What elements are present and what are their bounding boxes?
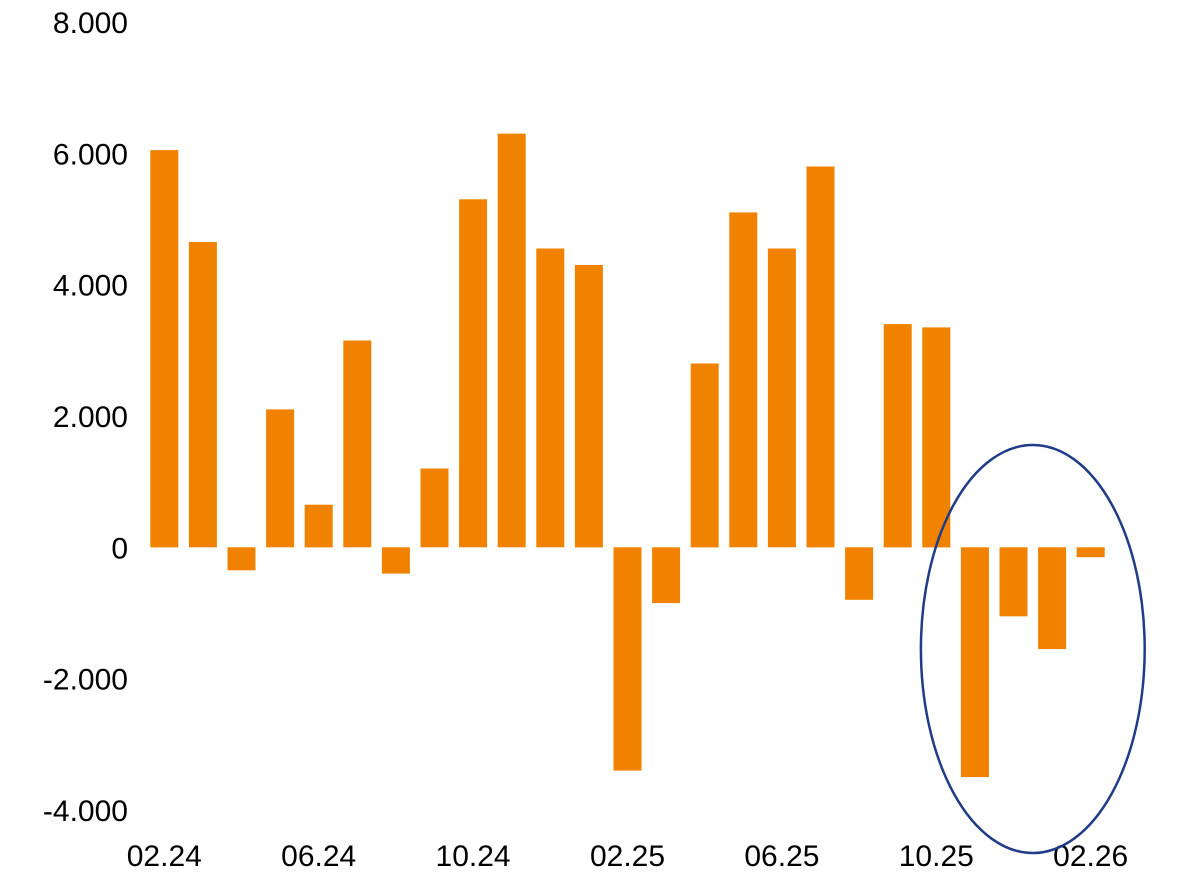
bar-05.25 bbox=[729, 212, 758, 548]
bars-group bbox=[150, 133, 1105, 778]
bar-06.25 bbox=[767, 248, 796, 548]
bar-04.24 bbox=[227, 547, 256, 571]
bar-06.24 bbox=[304, 504, 333, 548]
x-tick-label: 02.24 bbox=[127, 840, 202, 873]
bar-11.25 bbox=[960, 547, 989, 778]
bar-12.25 bbox=[999, 547, 1028, 617]
y-tick-label: -2.000 bbox=[43, 664, 128, 697]
bar-10.24 bbox=[459, 199, 488, 548]
bar-01.25 bbox=[574, 265, 603, 548]
y-tick-label: 6.000 bbox=[53, 138, 128, 171]
bar-02.25 bbox=[613, 547, 642, 771]
y-tick-label: 4.000 bbox=[53, 270, 128, 303]
bar-09.25 bbox=[883, 324, 912, 548]
x-tick-label: 06.25 bbox=[744, 840, 819, 873]
bar-10.25 bbox=[922, 327, 951, 548]
highlight-ellipse bbox=[919, 443, 1146, 855]
bar-02.26 bbox=[1076, 547, 1105, 558]
bar-03.25 bbox=[652, 547, 681, 604]
bar-12.24 bbox=[536, 248, 565, 548]
bar-07.25 bbox=[806, 166, 835, 548]
bar-01.26 bbox=[1038, 547, 1067, 650]
x-tick-label: 10.24 bbox=[436, 840, 511, 873]
y-axis-ticks: 8.000 6.000 4.000 2.000 0 -2.000 -4.000 bbox=[43, 7, 128, 828]
bar-08.25 bbox=[845, 547, 874, 600]
y-tick-label: -4.000 bbox=[43, 795, 128, 828]
x-tick-label: 02.25 bbox=[590, 840, 665, 873]
bar-11.24 bbox=[497, 133, 526, 548]
bar-05.24 bbox=[266, 409, 295, 548]
x-tick-label: 06.24 bbox=[281, 840, 356, 873]
y-tick-label: 8.000 bbox=[53, 7, 128, 40]
bar-03.24 bbox=[188, 242, 217, 548]
bar-07.24 bbox=[343, 340, 372, 548]
bar-08.24 bbox=[381, 547, 410, 574]
bar-09.24 bbox=[420, 468, 449, 548]
bar-04.25 bbox=[690, 363, 719, 548]
y-tick-label: 2.000 bbox=[53, 401, 128, 434]
bar-02.24 bbox=[150, 150, 179, 548]
y-tick-label: 0 bbox=[111, 532, 128, 565]
x-axis-ticks: 02.24 06.24 10.24 02.25 06.25 10.25 02.26 bbox=[127, 840, 1128, 873]
x-tick-label: 02.26 bbox=[1053, 840, 1128, 873]
x-tick-label: 10.25 bbox=[899, 840, 974, 873]
